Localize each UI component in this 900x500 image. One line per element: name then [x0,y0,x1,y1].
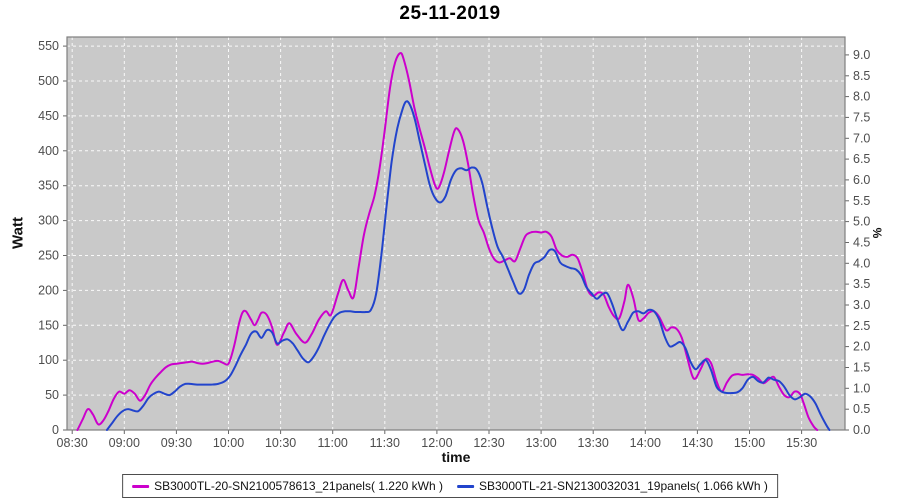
series-line-1 [105,100,831,431]
legend-item-sb3000tl-21: SB3000TL-21-SN2130032031_19panels( 1.066… [457,479,768,493]
x-tick-label: 15:30 [786,436,817,450]
y-right-tick-label: 9.0 [853,48,870,62]
x-tick-label: 14:30 [682,436,713,450]
y-right-tick-label: 3.0 [853,298,870,312]
x-tick-label: 13:00 [525,436,556,450]
y-right-tick-label: 0.0 [853,423,870,437]
legend-line-swatch-magenta [132,484,150,488]
y-right-tick-label: 4.5 [853,236,870,250]
x-axis-label-time: time [441,449,471,465]
y-right-tick-label: 7.0 [853,131,870,145]
y-right-tick-label: 5.0 [853,215,870,229]
x-tick-label: 08:30 [57,436,88,450]
y-left-tick-label: 400 [38,144,59,158]
y-right-tick-label: 5.5 [853,194,870,208]
x-tick-label: 11:00 [318,436,348,450]
y-right-tick-label: 6.5 [853,152,870,166]
x-tick-label: 09:30 [161,436,192,450]
legend-line-swatch-blue [457,484,474,488]
x-tick-label: 14:00 [630,436,661,450]
y-right-tick-label: 4.0 [853,256,870,270]
y-left-tick-label: 500 [38,74,59,88]
y-left-tick-label: 300 [38,214,59,228]
series-line-0 [76,52,819,431]
y-left-tick-label: 350 [38,179,59,193]
y-axis-label-percent: % [870,227,884,239]
x-tick-label: 09:00 [109,436,140,450]
y-right-tick-label: 8.5 [853,69,870,83]
y-right-tick-label: 1.0 [853,381,870,395]
y-right-tick-label: 6.0 [853,173,870,187]
plot-background [67,37,845,430]
y-right-tick-label: 0.5 [853,402,870,416]
x-tick-label: 15:00 [734,436,765,450]
plot-border [66,36,846,431]
y-right-tick-label: 8.0 [853,90,870,104]
y-right-tick-label: 7.5 [853,110,870,124]
legend-label: SB3000TL-20-SN2100578613_21panels( 1.220… [154,479,443,493]
y-left-tick-label: 50 [45,388,59,402]
x-tick-label: 13:30 [578,436,609,450]
y-left-tick-label: 550 [38,39,59,53]
y-left-tick-label: 250 [38,249,59,263]
x-tick-label: 12:30 [473,436,504,450]
y-left-tick-label: 150 [38,318,59,332]
y-right-tick-label: 2.0 [853,340,870,354]
legend: SB3000TL-20-SN2100578613_21panels( 1.220… [122,474,778,498]
y-left-tick-label: 450 [38,109,59,123]
y-left-tick-label: 100 [38,353,59,367]
x-tick-label: 10:30 [265,436,296,450]
y-right-tick-label: 3.5 [853,277,870,291]
x-tick-label: 12:00 [421,436,452,450]
y-left-tick-label: 0 [52,423,59,437]
y-right-tick-label: 2.5 [853,319,870,333]
chart-title: 25-11-2019 [399,3,501,24]
y-right-tick-label: 1.5 [853,361,870,375]
y-axis-label-watt: Watt [9,217,27,249]
x-tick-label: 11:30 [370,436,400,450]
legend-item-sb3000tl-20: SB3000TL-20-SN2100578613_21panels( 1.220… [132,479,443,493]
x-tick-label: 10:00 [213,436,244,450]
y-left-tick-label: 200 [38,283,59,297]
legend-label: SB3000TL-21-SN2130032031_19panels( 1.066… [479,479,768,493]
